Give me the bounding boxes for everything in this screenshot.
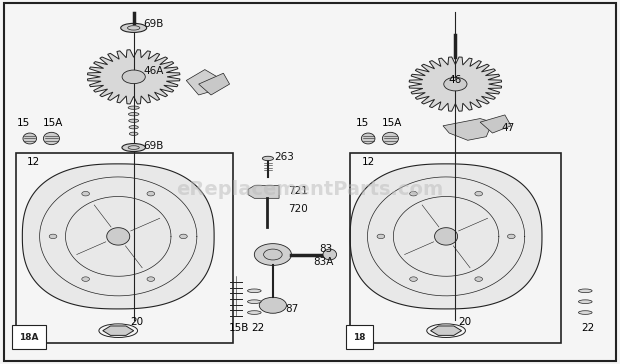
- Circle shape: [180, 234, 187, 239]
- Polygon shape: [87, 50, 180, 104]
- Ellipse shape: [361, 133, 375, 144]
- Text: 87: 87: [285, 304, 298, 314]
- Ellipse shape: [578, 300, 592, 304]
- Ellipse shape: [43, 132, 60, 145]
- Circle shape: [410, 191, 417, 196]
- Polygon shape: [409, 57, 502, 111]
- Text: 22: 22: [582, 324, 595, 333]
- Ellipse shape: [247, 289, 261, 293]
- Text: 12: 12: [361, 157, 374, 167]
- Text: 15B: 15B: [229, 323, 249, 333]
- Text: 15A: 15A: [381, 118, 402, 128]
- Polygon shape: [443, 119, 492, 140]
- Circle shape: [147, 277, 154, 281]
- Text: 69B: 69B: [143, 141, 163, 151]
- Text: 18: 18: [353, 333, 366, 341]
- Ellipse shape: [247, 311, 261, 314]
- Ellipse shape: [128, 112, 139, 116]
- Polygon shape: [103, 326, 134, 335]
- Polygon shape: [480, 115, 511, 133]
- Text: 46: 46: [448, 75, 461, 86]
- Polygon shape: [22, 164, 214, 309]
- Ellipse shape: [128, 146, 140, 149]
- Text: 83A: 83A: [313, 257, 334, 267]
- Ellipse shape: [323, 249, 337, 260]
- Text: 15: 15: [17, 118, 30, 128]
- Circle shape: [122, 70, 145, 84]
- Polygon shape: [350, 164, 542, 309]
- Ellipse shape: [121, 23, 147, 32]
- Circle shape: [475, 191, 482, 196]
- Ellipse shape: [129, 119, 139, 122]
- Polygon shape: [107, 228, 130, 245]
- Text: 18A: 18A: [19, 333, 39, 341]
- Circle shape: [49, 234, 57, 239]
- Text: 20: 20: [458, 317, 472, 327]
- Circle shape: [507, 234, 515, 239]
- Circle shape: [82, 191, 89, 196]
- Circle shape: [259, 297, 286, 313]
- Text: 721: 721: [288, 186, 308, 196]
- Polygon shape: [435, 228, 458, 245]
- Circle shape: [264, 249, 282, 260]
- Ellipse shape: [128, 106, 140, 109]
- Polygon shape: [431, 326, 461, 335]
- Text: 12: 12: [27, 157, 40, 167]
- Text: 47: 47: [502, 123, 515, 132]
- Ellipse shape: [122, 143, 146, 151]
- Polygon shape: [198, 73, 229, 95]
- Text: 720: 720: [288, 204, 308, 214]
- Text: 83: 83: [319, 244, 332, 254]
- Text: eReplacementParts.com: eReplacementParts.com: [176, 180, 444, 199]
- Text: 46A: 46A: [143, 66, 163, 76]
- Ellipse shape: [578, 289, 592, 293]
- Ellipse shape: [128, 26, 140, 30]
- Ellipse shape: [130, 132, 138, 135]
- Ellipse shape: [129, 126, 138, 129]
- Ellipse shape: [247, 300, 261, 304]
- Text: 20: 20: [131, 317, 144, 327]
- Ellipse shape: [578, 311, 592, 314]
- Circle shape: [475, 277, 482, 281]
- Circle shape: [147, 191, 154, 196]
- Text: 15A: 15A: [43, 118, 63, 128]
- Text: 15: 15: [355, 118, 368, 128]
- Polygon shape: [248, 186, 279, 198]
- Text: 263: 263: [274, 152, 294, 162]
- Bar: [350, 153, 560, 343]
- Circle shape: [377, 234, 385, 239]
- Circle shape: [82, 277, 89, 281]
- Circle shape: [444, 77, 467, 91]
- Polygon shape: [186, 70, 217, 95]
- Circle shape: [410, 277, 417, 281]
- Bar: [16, 153, 232, 343]
- Ellipse shape: [383, 132, 399, 145]
- Ellipse shape: [23, 133, 37, 144]
- Text: 69B: 69B: [143, 19, 163, 29]
- Ellipse shape: [262, 156, 273, 161]
- Text: 22: 22: [251, 323, 264, 333]
- Circle shape: [254, 244, 291, 265]
